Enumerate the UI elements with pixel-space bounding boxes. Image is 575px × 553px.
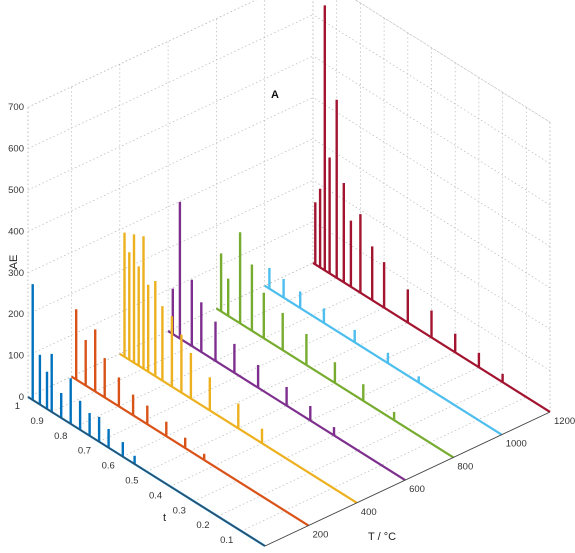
x-tick-label: 1200: [554, 416, 575, 427]
grid-line: [27, 0, 257, 108]
z-tick-label: 600: [8, 144, 24, 155]
tick-labels: 202004006008001000120000.10.20.30.40.50.…: [8, 102, 575, 553]
grid-line: [312, 179, 551, 330]
y-axis-label: t: [163, 512, 166, 524]
x-tick-label: 200: [313, 530, 329, 541]
y-tick-label: 0.8: [54, 431, 67, 442]
y-tick-label: 0.1: [220, 535, 233, 546]
grid-line: [170, 352, 456, 487]
x-tick-label: 400: [361, 507, 377, 518]
chart-title: A: [271, 89, 279, 101]
axes-frame: [27, 0, 551, 412]
series-baseline: [167, 330, 406, 482]
grid-line: [27, 97, 314, 232]
series-baseline: [119, 352, 358, 504]
y-tick-label: 0.5: [125, 476, 138, 487]
grid-line: [312, 138, 551, 289]
grid-line: [27, 14, 314, 149]
grid-line: [27, 138, 314, 274]
grid-line: [75, 292, 361, 428]
y-tick-label: 0.6: [102, 461, 115, 472]
grid-line: [312, 221, 551, 371]
series-group: [215, 232, 454, 459]
y-axis-line: [27, 396, 266, 547]
grid-line: [146, 337, 432, 472]
y-tick-label: 0.7: [78, 446, 91, 457]
y-tick-label: 0.2: [196, 520, 209, 531]
z-tick-label: 300: [8, 268, 24, 279]
axis-lines: [27, 396, 551, 547]
z-tick-label: 700: [8, 102, 24, 113]
grid-line: [27, 179, 314, 315]
x-axis-label: T / °C: [368, 531, 396, 543]
grid-line: [51, 277, 337, 413]
frame-top-edge: [354, 0, 551, 123]
series-group: [312, 5, 551, 413]
x-tick-label: 800: [457, 461, 473, 472]
series-group: [167, 201, 406, 482]
z-axis-label: AE: [8, 255, 20, 270]
x-tick-label: 1000: [506, 439, 527, 450]
grid-line: [312, 14, 551, 164]
series-group: [119, 232, 358, 504]
grid-line: [27, 55, 314, 191]
grid-line: [241, 396, 527, 532]
grid-line: [193, 366, 480, 502]
z-tick-label: 400: [8, 226, 24, 237]
grid-line: [217, 381, 503, 517]
z-tick-label: 100: [8, 351, 24, 362]
z-tick-label: 0: [19, 392, 24, 403]
grid-line: [312, 55, 551, 206]
series-group: [70, 309, 310, 527]
y-tick-label: 0.9: [30, 416, 43, 427]
series-baseline: [70, 375, 310, 527]
z-tick-label: 500: [8, 185, 24, 196]
z-tick-label: 200: [8, 309, 24, 320]
y-tick-label: 0.3: [173, 505, 186, 516]
grid-line: [122, 322, 408, 457]
x-axis-line: [264, 411, 551, 547]
grid-line: [312, 97, 551, 247]
series-baseline: [264, 284, 503, 436]
y-tick-label: 1: [15, 401, 20, 412]
series-group: [264, 268, 503, 436]
y-tick-label: 0.4: [149, 490, 162, 501]
x-tick-label: 600: [409, 484, 425, 495]
